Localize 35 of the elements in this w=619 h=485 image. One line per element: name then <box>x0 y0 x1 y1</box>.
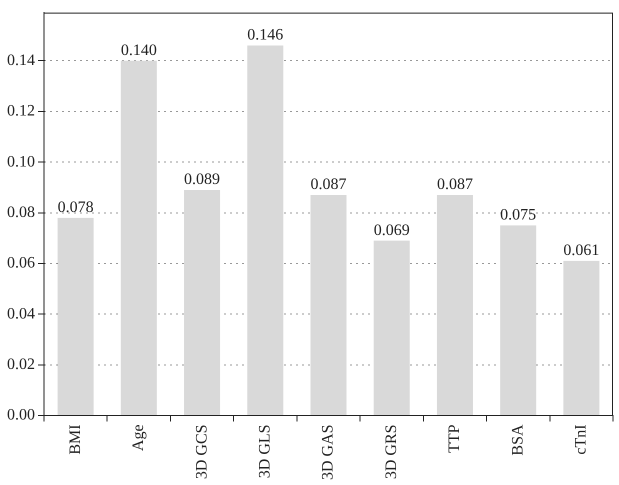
data-label: 0.087 <box>436 176 473 194</box>
bar <box>500 225 536 415</box>
data-label: 0.087 <box>310 176 346 194</box>
x-tick-label: TTP <box>446 424 464 453</box>
bar <box>310 195 347 415</box>
bar <box>58 218 94 415</box>
x-tick-label: 3D GRS <box>382 424 400 480</box>
y-tick-label: 0.14 <box>7 52 35 69</box>
bar <box>184 190 220 415</box>
bar <box>120 60 157 415</box>
y-tick-label: 0.12 <box>7 102 35 120</box>
x-tick-label: BMI <box>66 424 84 455</box>
bar <box>563 260 600 415</box>
x-tick-label: 3D GLS <box>256 424 274 478</box>
x-tick-label: 3D GAS <box>320 424 337 480</box>
y-tick-label: 0.06 <box>7 254 35 272</box>
data-label: 0.069 <box>374 222 410 239</box>
bar <box>247 46 284 415</box>
y-tick-label: 0.04 <box>7 305 35 322</box>
x-tick-label: cTnI <box>572 424 590 455</box>
data-label: 0.078 <box>58 199 94 216</box>
data-label: 0.061 <box>563 242 600 260</box>
x-tick-label: Age <box>130 424 148 452</box>
data-label: 0.140 <box>120 42 157 59</box>
bar <box>374 240 410 415</box>
data-label: 0.075 <box>500 206 536 224</box>
data-label: 0.089 <box>184 171 220 188</box>
x-tick-label: 3D GCS <box>193 424 210 480</box>
bar <box>436 195 473 415</box>
y-tick-label: 0.10 <box>7 153 35 170</box>
y-tick-label: 0.02 <box>7 356 35 373</box>
y-tick-label: 0.00 <box>7 406 35 424</box>
x-tick-label: BSA <box>509 424 526 456</box>
y-tick-label: 0.08 <box>7 204 35 221</box>
data-label: 0.146 <box>247 26 284 44</box>
